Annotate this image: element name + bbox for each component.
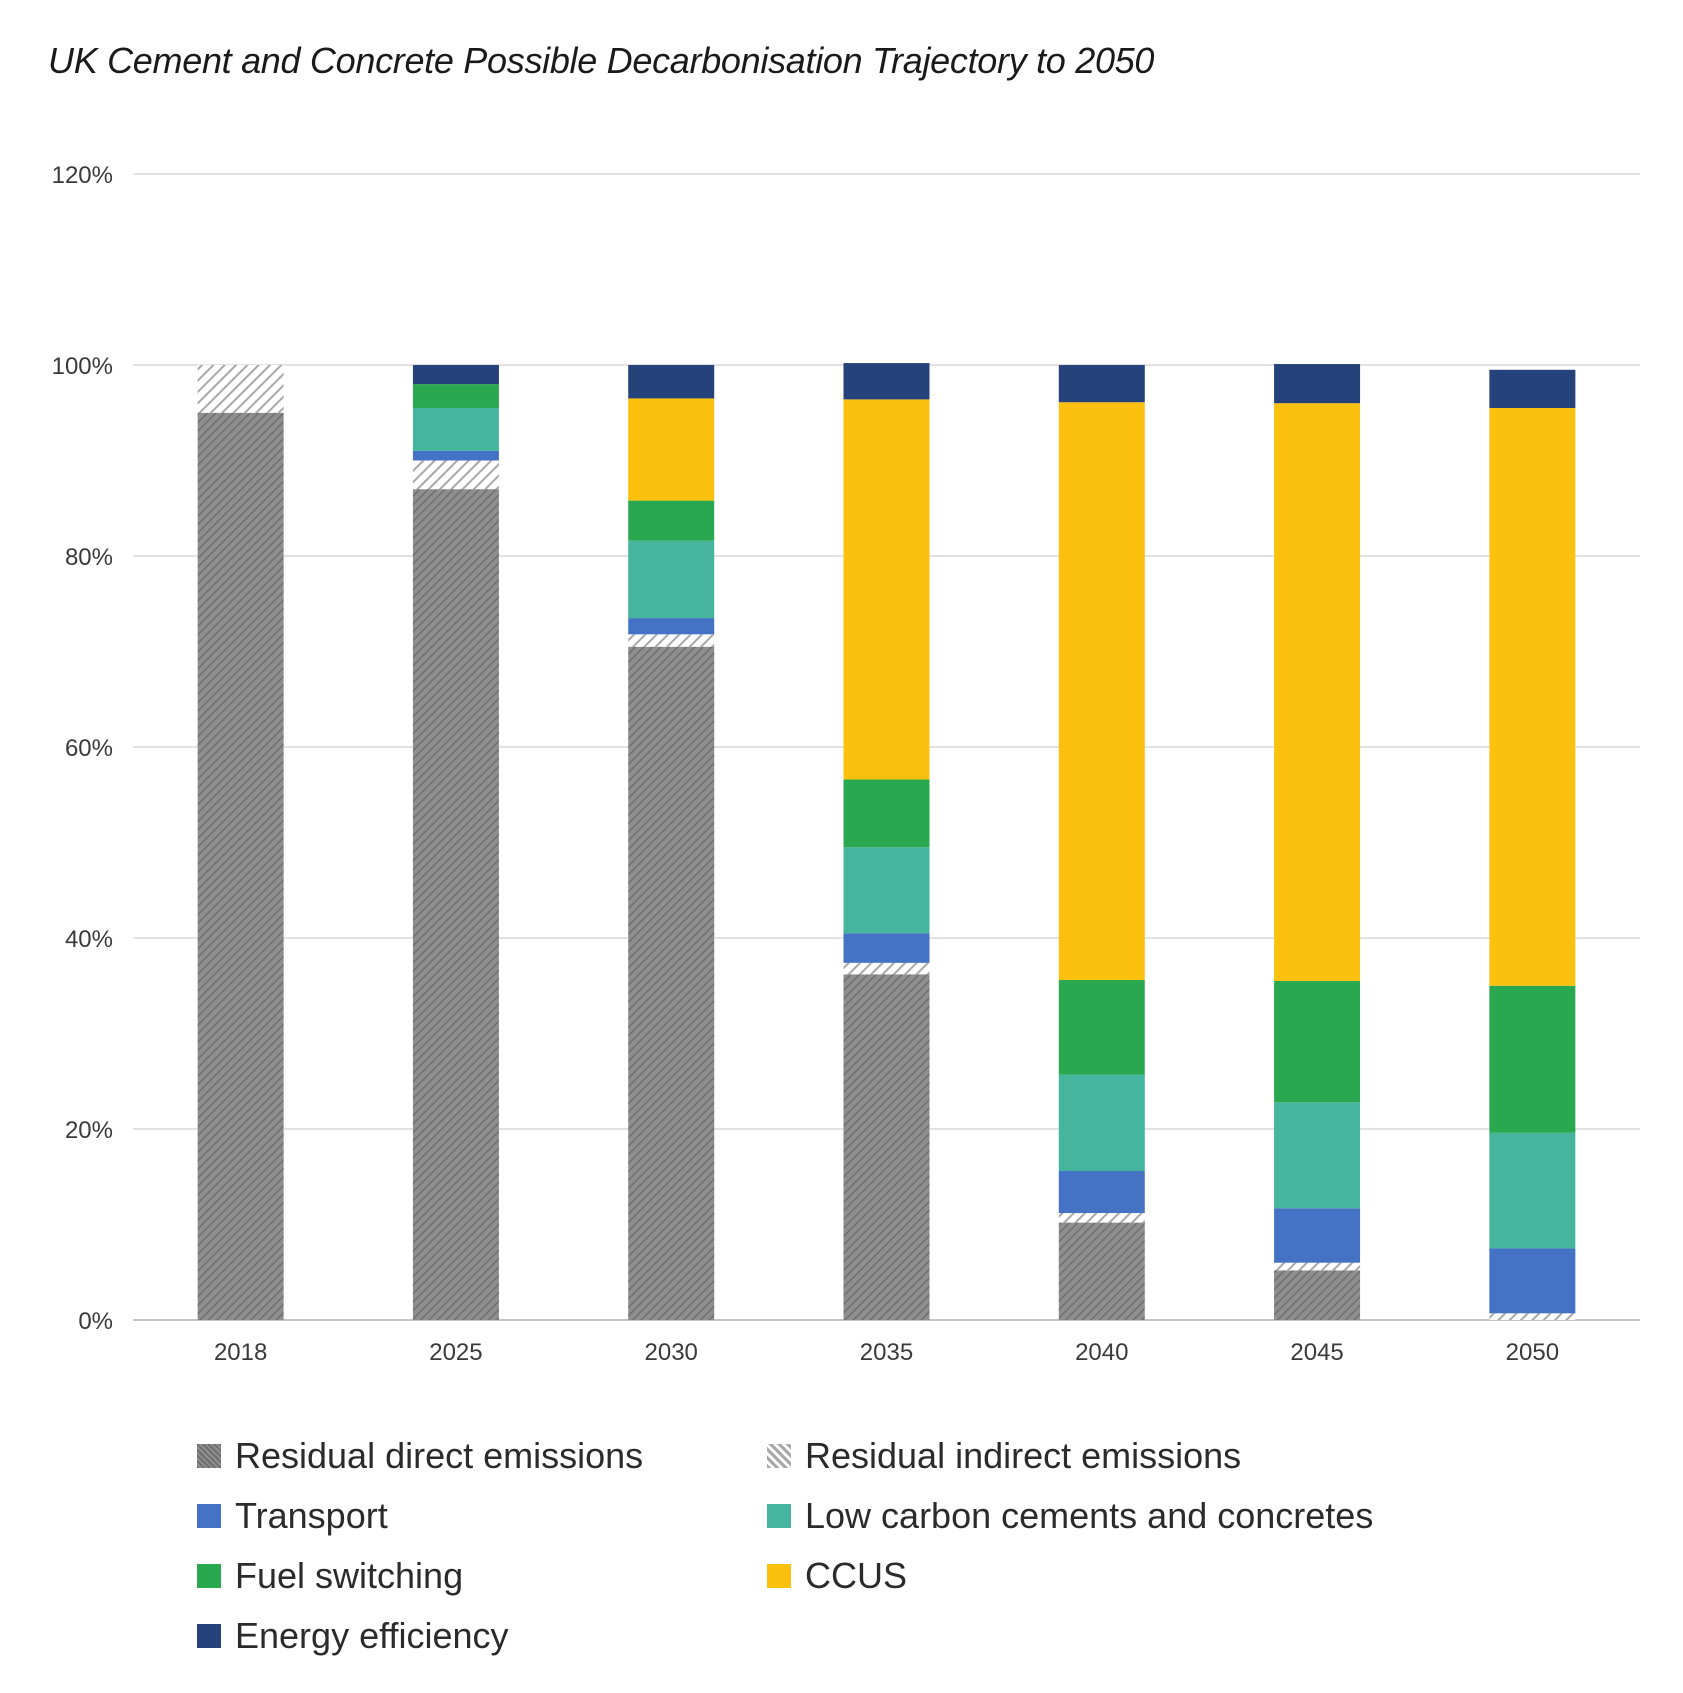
bar-segment bbox=[1058, 1074, 1145, 1172]
bar-segment bbox=[628, 618, 715, 635]
x-tick-label: 2030 bbox=[645, 1339, 698, 1366]
bar-segment bbox=[843, 933, 930, 963]
bar-segment bbox=[628, 634, 715, 647]
x-tick-label: 2050 bbox=[1506, 1339, 1559, 1366]
legend-item: CCUS bbox=[767, 1555, 907, 1597]
bar-segment bbox=[412, 460, 499, 490]
bar-segment bbox=[843, 399, 930, 780]
light-hatch-swatch bbox=[767, 1444, 791, 1468]
bar-segment bbox=[628, 398, 715, 501]
bar-segment bbox=[628, 540, 715, 619]
stacked-bar-chart: 0% 20% 40% 60% 80% 100% 120% 2018 2025 2030 2035 20… bbox=[52, 162, 1640, 1366]
y-tick-label: 0% bbox=[78, 1308, 113, 1335]
bar-segment bbox=[412, 365, 499, 385]
legend-item: Transport bbox=[197, 1495, 388, 1537]
y-tick-label: 40% bbox=[65, 926, 113, 953]
square-swatch bbox=[767, 1564, 791, 1588]
bar-segment bbox=[1058, 980, 1145, 1075]
bar-segment bbox=[412, 407, 499, 451]
y-tick-label: 100% bbox=[52, 353, 113, 380]
bar-segment bbox=[628, 500, 715, 541]
x-tick-label: 2018 bbox=[214, 1339, 267, 1366]
square-swatch bbox=[767, 1504, 791, 1528]
bar-segment bbox=[197, 365, 284, 413]
bar-segment bbox=[628, 365, 715, 399]
bar-segment bbox=[843, 974, 930, 1320]
bar-segment bbox=[1058, 1222, 1145, 1320]
legend-label: Low carbon cements and concretes bbox=[805, 1495, 1374, 1536]
bar-segment bbox=[1274, 980, 1361, 1103]
axis-ticks: 0% 20% 40% 60% 80% 100% 120% 2018 2025 2030 2035 20… bbox=[52, 162, 1559, 1366]
y-tick-label: 80% bbox=[65, 544, 113, 571]
bar-segment bbox=[1274, 364, 1361, 404]
x-tick-label: 2035 bbox=[860, 1339, 913, 1366]
legend-item: Energy efficiency bbox=[197, 1615, 508, 1657]
chart-title: UK Cement and Concrete Possible Decarbon… bbox=[48, 40, 1155, 81]
bar-segment bbox=[1058, 365, 1145, 403]
bar-segment bbox=[843, 962, 930, 975]
legend-item: Low carbon cements and concretes bbox=[767, 1495, 1373, 1537]
bar-segment bbox=[1274, 1270, 1361, 1320]
bar-segment bbox=[1274, 1262, 1361, 1271]
bar-segment bbox=[412, 489, 499, 1320]
bar-segment bbox=[1058, 1171, 1145, 1214]
bar-segment bbox=[1274, 1208, 1361, 1263]
square-swatch bbox=[197, 1564, 221, 1588]
legend-item: Fuel switching bbox=[197, 1555, 463, 1597]
bar-segment bbox=[1489, 369, 1576, 408]
legend-item: Residual direct emissions bbox=[197, 1435, 643, 1477]
square-swatch bbox=[197, 1504, 221, 1528]
legend-label: Energy efficiency bbox=[235, 1615, 509, 1656]
legend-label: Residual direct emissions bbox=[235, 1435, 644, 1476]
bars bbox=[197, 363, 1576, 1320]
bar-segment bbox=[1489, 1313, 1576, 1320]
bar-segment bbox=[1489, 1248, 1576, 1314]
legend-label: Residual indirect emissions bbox=[805, 1435, 1242, 1476]
bar-segment bbox=[1274, 1102, 1361, 1209]
bar-segment bbox=[843, 779, 930, 848]
bar-segment bbox=[843, 847, 930, 934]
square-swatch bbox=[197, 1624, 221, 1648]
bar-segment bbox=[1274, 403, 1361, 981]
x-tick-label: 2045 bbox=[1290, 1339, 1343, 1366]
bar-segment bbox=[1058, 1213, 1145, 1223]
dense-hatch-swatch bbox=[197, 1444, 221, 1468]
y-tick-label: 60% bbox=[65, 735, 113, 762]
bar-segment bbox=[1058, 402, 1145, 981]
bar-segment bbox=[412, 384, 499, 408]
legend-label: Fuel switching bbox=[235, 1555, 464, 1596]
bar-segment bbox=[1489, 1132, 1576, 1249]
y-tick-label: 120% bbox=[52, 162, 113, 189]
legend-item: Residual indirect emissions bbox=[767, 1435, 1241, 1477]
bar-segment bbox=[628, 646, 715, 1320]
bar-segment bbox=[843, 363, 930, 400]
bar-segment bbox=[1489, 985, 1576, 1133]
x-tick-label: 2040 bbox=[1075, 1339, 1128, 1366]
x-tick-label: 2025 bbox=[429, 1339, 482, 1366]
legend-label: CCUS bbox=[805, 1555, 908, 1596]
bar-segment bbox=[412, 450, 499, 461]
legend-label: Transport bbox=[235, 1495, 388, 1536]
bar-segment bbox=[1489, 407, 1576, 986]
bar-segment bbox=[197, 412, 284, 1320]
y-tick-label: 20% bbox=[65, 1117, 113, 1144]
